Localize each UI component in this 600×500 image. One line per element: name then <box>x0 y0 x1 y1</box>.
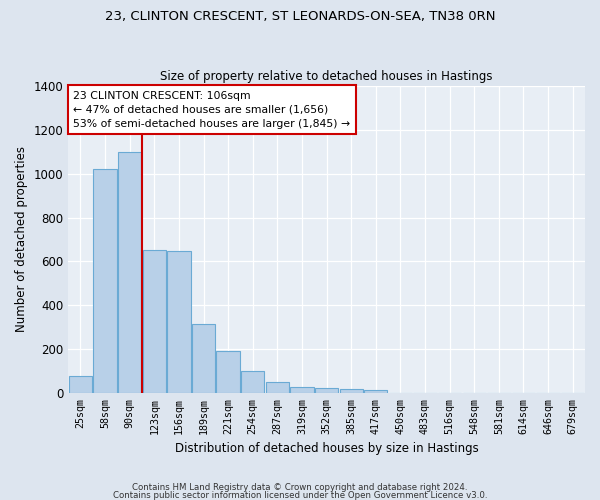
Text: 23 CLINTON CRESCENT: 106sqm
← 47% of detached houses are smaller (1,656)
53% of : 23 CLINTON CRESCENT: 106sqm ← 47% of det… <box>73 90 350 128</box>
Bar <box>69 376 92 393</box>
X-axis label: Distribution of detached houses by size in Hastings: Distribution of detached houses by size … <box>175 442 478 455</box>
Y-axis label: Number of detached properties: Number of detached properties <box>15 146 28 332</box>
Bar <box>290 386 314 393</box>
Bar <box>118 152 142 393</box>
Bar <box>94 170 117 393</box>
Bar <box>143 250 166 393</box>
Bar <box>315 388 338 393</box>
Bar <box>241 371 265 393</box>
Text: Contains public sector information licensed under the Open Government Licence v3: Contains public sector information licen… <box>113 490 487 500</box>
Title: Size of property relative to detached houses in Hastings: Size of property relative to detached ho… <box>160 70 493 84</box>
Bar <box>364 390 388 393</box>
Text: Contains HM Land Registry data © Crown copyright and database right 2024.: Contains HM Land Registry data © Crown c… <box>132 484 468 492</box>
Bar <box>167 251 191 393</box>
Bar <box>192 324 215 393</box>
Text: 23, CLINTON CRESCENT, ST LEONARDS-ON-SEA, TN38 0RN: 23, CLINTON CRESCENT, ST LEONARDS-ON-SEA… <box>105 10 495 23</box>
Bar <box>266 382 289 393</box>
Bar <box>217 351 240 393</box>
Bar <box>340 389 363 393</box>
